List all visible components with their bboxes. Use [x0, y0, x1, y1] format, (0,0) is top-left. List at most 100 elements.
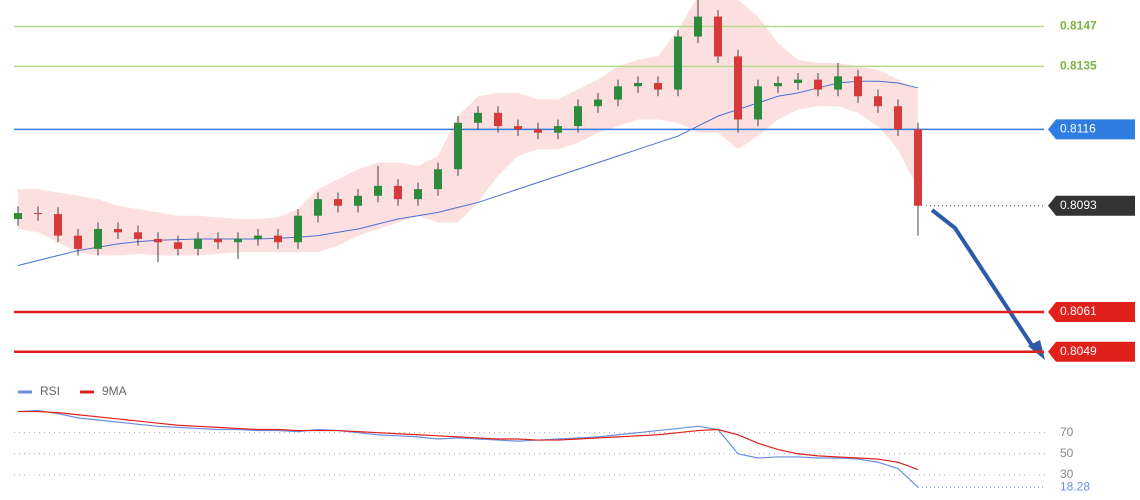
bollinger-band: [658, 29, 678, 123]
bollinger-band: [258, 217, 278, 253]
price-label-box: [1048, 195, 1135, 216]
price-label-box: [1048, 341, 1135, 362]
price-label-box: [1048, 301, 1135, 322]
bollinger-band: [338, 169, 358, 246]
candle-body: [74, 235, 82, 249]
candle-body: [434, 169, 442, 190]
legend-label: RSI: [40, 384, 60, 398]
candle-body: [14, 213, 22, 220]
candle-body: [174, 242, 182, 249]
arrow-head: [1028, 340, 1045, 360]
bollinger-band: [478, 92, 498, 203]
bollinger-band: [138, 209, 158, 256]
bollinger-band: [218, 217, 238, 254]
rsi-line: [18, 410, 919, 471]
rsi-tick-label: 30: [1060, 467, 1074, 481]
forecast-arrow: [930, 208, 1037, 352]
candle-body: [314, 199, 322, 216]
rsi-tick-label: 70: [1060, 425, 1074, 439]
candle-body: [334, 199, 342, 206]
candle-body: [774, 82, 782, 87]
bollinger-band: [618, 59, 638, 127]
candle-body: [414, 189, 422, 200]
candle-body: [294, 215, 302, 243]
price-label: 0.8049: [1060, 344, 1097, 358]
bollinger-band: [278, 209, 298, 253]
bollinger-band: [238, 219, 258, 253]
bollinger-band: [318, 179, 338, 253]
bollinger-band: [158, 212, 178, 256]
candle-body: [734, 56, 742, 120]
price-label: 0.8093: [1060, 198, 1097, 212]
candle-body: [494, 112, 502, 127]
candle-body: [714, 16, 722, 57]
bollinger-band: [778, 43, 798, 120]
candle-body: [214, 238, 222, 243]
bollinger-band: [98, 199, 118, 256]
candle-body: [914, 129, 922, 206]
candle-body: [514, 126, 522, 130]
candle-body: [854, 76, 862, 97]
candle-body: [374, 185, 382, 196]
bollinger-band: [558, 89, 578, 150]
candle-body: [754, 86, 762, 120]
bollinger-band: [578, 79, 598, 143]
bollinger-band: [898, 79, 918, 190]
price-label: 0.8147: [1060, 19, 1097, 33]
legend-label: 9MA: [102, 384, 127, 398]
candle-body: [534, 129, 542, 133]
candle-body: [394, 185, 402, 200]
candle-body: [134, 232, 142, 239]
candle-body: [594, 99, 602, 107]
candle-body: [94, 228, 102, 249]
bollinger-band: [838, 63, 858, 113]
bollinger-band: [538, 99, 558, 150]
bollinger-band: [178, 215, 198, 256]
candle-body: [794, 79, 802, 83]
price-label: 0.8061: [1060, 304, 1097, 318]
candle-body: [474, 112, 482, 123]
bollinger-band: [498, 92, 518, 176]
candle-body: [234, 238, 242, 243]
bollinger-band: [58, 192, 78, 253]
candle-body: [574, 106, 582, 127]
candle-body: [254, 235, 262, 239]
bollinger-band: [78, 195, 98, 256]
candle-body: [274, 235, 282, 243]
candle-body: [694, 16, 702, 37]
candle-body: [894, 106, 902, 130]
moving-average: [17, 80, 919, 266]
bollinger-band: [438, 116, 458, 223]
price-label: 0.8116: [1060, 122, 1096, 136]
candle-body: [874, 96, 882, 107]
candle-body: [814, 79, 822, 90]
bollinger-band: [378, 162, 398, 229]
rsi-tick-label: 50: [1060, 446, 1074, 460]
candle-body: [634, 82, 642, 87]
candle-body: [154, 238, 162, 243]
bollinger-band: [598, 66, 618, 133]
candle-body: [114, 228, 122, 233]
bollinger-band: [738, 0, 758, 150]
bollinger-band: [398, 162, 418, 223]
candle-body: [354, 195, 362, 206]
price-label-box: [1048, 119, 1135, 140]
price-label: 0.8135: [1060, 59, 1097, 73]
rsi-current-label: 18.28: [1060, 479, 1090, 493]
bollinger-band: [458, 96, 478, 223]
bollinger-band: [358, 162, 378, 236]
candle-body: [54, 214, 62, 236]
bollinger-band: [758, 16, 778, 137]
bollinger-band: [518, 92, 538, 156]
rsi-line: [17, 409, 919, 488]
bollinger-band: [38, 189, 58, 243]
bollinger-band: [718, 0, 738, 150]
bollinger-band: [198, 215, 218, 256]
candle-body: [674, 36, 682, 90]
bollinger-band: [18, 189, 38, 233]
candle-body: [454, 122, 462, 170]
bollinger-band: [818, 63, 838, 107]
candle-body: [614, 86, 622, 100]
